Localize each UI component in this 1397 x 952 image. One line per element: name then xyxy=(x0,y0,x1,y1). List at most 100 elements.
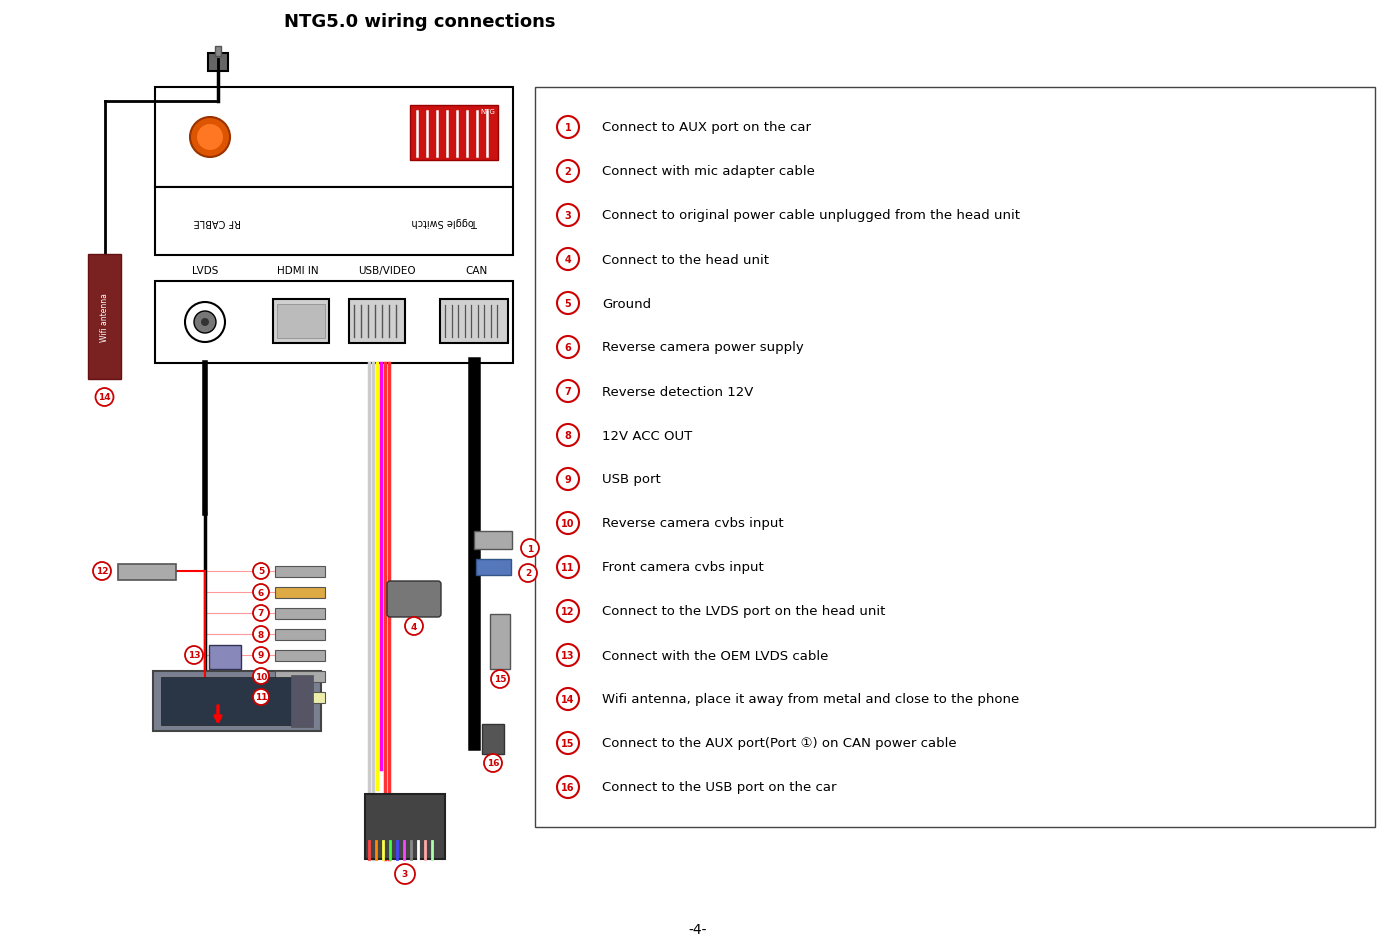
Circle shape xyxy=(557,601,578,623)
Text: Connect to the USB port on the car: Connect to the USB port on the car xyxy=(602,781,837,794)
Text: 6: 6 xyxy=(564,343,571,352)
Bar xyxy=(275,566,326,578)
Text: 16: 16 xyxy=(562,783,574,792)
Text: Front camera cvbs input: Front camera cvbs input xyxy=(602,561,764,574)
Text: 6: 6 xyxy=(258,588,264,597)
Text: USB port: USB port xyxy=(602,473,661,486)
Text: USB/VIDEO: USB/VIDEO xyxy=(358,266,416,276)
Text: 1: 1 xyxy=(527,544,534,553)
Circle shape xyxy=(253,668,270,684)
Bar xyxy=(272,300,330,344)
Bar xyxy=(275,587,326,599)
Circle shape xyxy=(557,688,578,710)
Circle shape xyxy=(395,864,415,884)
Circle shape xyxy=(253,585,270,601)
Text: NTG: NTG xyxy=(481,109,495,115)
Circle shape xyxy=(197,125,224,150)
Circle shape xyxy=(201,319,210,327)
Bar xyxy=(275,671,326,683)
Text: 2: 2 xyxy=(525,569,531,578)
Text: Toggle Switch: Toggle Switch xyxy=(412,217,478,227)
Text: Reverse detection 12V: Reverse detection 12V xyxy=(602,386,753,398)
Bar xyxy=(349,300,405,344)
Text: -4-: -4- xyxy=(689,922,707,936)
Text: Connect to the LVDS port on the head unit: Connect to the LVDS port on the head uni… xyxy=(602,605,886,618)
Text: Wifi antenna, place it away from metal and close to the phone: Wifi antenna, place it away from metal a… xyxy=(602,693,1020,705)
Text: 4: 4 xyxy=(564,255,571,265)
Circle shape xyxy=(253,564,270,580)
Bar xyxy=(155,188,513,256)
Text: Connect to the head unit: Connect to the head unit xyxy=(602,253,768,267)
Circle shape xyxy=(557,512,578,534)
Circle shape xyxy=(557,248,578,270)
Bar xyxy=(291,675,313,727)
Text: Connect with mic adapter cable: Connect with mic adapter cable xyxy=(602,166,814,178)
Circle shape xyxy=(95,388,113,407)
Circle shape xyxy=(253,626,270,643)
Text: Reverse camera power supply: Reverse camera power supply xyxy=(602,341,803,354)
Circle shape xyxy=(557,556,578,579)
Text: HDMI IN: HDMI IN xyxy=(277,266,319,276)
Bar xyxy=(474,531,511,549)
Text: 3: 3 xyxy=(564,210,571,221)
Bar xyxy=(275,629,326,641)
Bar xyxy=(155,282,513,364)
Text: 15: 15 xyxy=(562,738,574,748)
Circle shape xyxy=(557,292,578,315)
Circle shape xyxy=(190,118,231,158)
Bar xyxy=(275,692,326,704)
Bar xyxy=(365,794,446,859)
Text: 15: 15 xyxy=(493,675,506,684)
Circle shape xyxy=(253,689,270,705)
Bar xyxy=(440,300,509,344)
Bar xyxy=(476,560,511,575)
Circle shape xyxy=(520,565,536,583)
Bar xyxy=(210,645,242,669)
Bar xyxy=(155,88,513,188)
Circle shape xyxy=(405,617,423,635)
Text: 10: 10 xyxy=(254,672,267,681)
Circle shape xyxy=(557,645,578,666)
Text: 9: 9 xyxy=(258,651,264,660)
Text: Ground: Ground xyxy=(602,297,651,310)
Text: CAN: CAN xyxy=(465,266,488,276)
Circle shape xyxy=(94,563,110,581)
Bar xyxy=(208,54,228,72)
Text: 12V ACC OUT: 12V ACC OUT xyxy=(602,429,693,442)
FancyBboxPatch shape xyxy=(387,582,441,617)
Circle shape xyxy=(557,381,578,403)
Bar xyxy=(277,305,326,339)
Text: 1: 1 xyxy=(564,123,571,133)
Text: LVDS: LVDS xyxy=(191,266,218,276)
Text: 13: 13 xyxy=(187,651,200,660)
Text: 5: 5 xyxy=(258,566,264,576)
Text: Connect to original power cable unplugged from the head unit: Connect to original power cable unplugge… xyxy=(602,209,1020,222)
Circle shape xyxy=(557,776,578,798)
Text: 10: 10 xyxy=(562,519,574,528)
Bar xyxy=(154,671,321,731)
Text: Reverse camera cvbs input: Reverse camera cvbs input xyxy=(602,517,784,530)
Text: 2: 2 xyxy=(564,167,571,177)
Circle shape xyxy=(557,732,578,754)
Text: 13: 13 xyxy=(562,650,574,661)
Text: 4: 4 xyxy=(411,622,418,631)
Bar xyxy=(117,565,176,581)
Text: Connect to AUX port on the car: Connect to AUX port on the car xyxy=(602,121,812,134)
Text: 11: 11 xyxy=(562,563,574,572)
Circle shape xyxy=(557,117,578,139)
Bar xyxy=(275,650,326,662)
Circle shape xyxy=(194,311,217,333)
Text: 8: 8 xyxy=(564,430,571,441)
Circle shape xyxy=(253,647,270,664)
Bar xyxy=(215,47,221,57)
Text: 3: 3 xyxy=(402,869,408,879)
Circle shape xyxy=(557,161,578,183)
Text: 14: 14 xyxy=(562,694,574,704)
Circle shape xyxy=(184,646,203,664)
Text: 5: 5 xyxy=(564,299,571,308)
Text: 7: 7 xyxy=(564,387,571,397)
Text: 16: 16 xyxy=(486,759,499,767)
Text: NTG5.0 wiring connections: NTG5.0 wiring connections xyxy=(284,13,556,31)
Circle shape xyxy=(521,540,539,558)
Text: 7: 7 xyxy=(258,609,264,618)
